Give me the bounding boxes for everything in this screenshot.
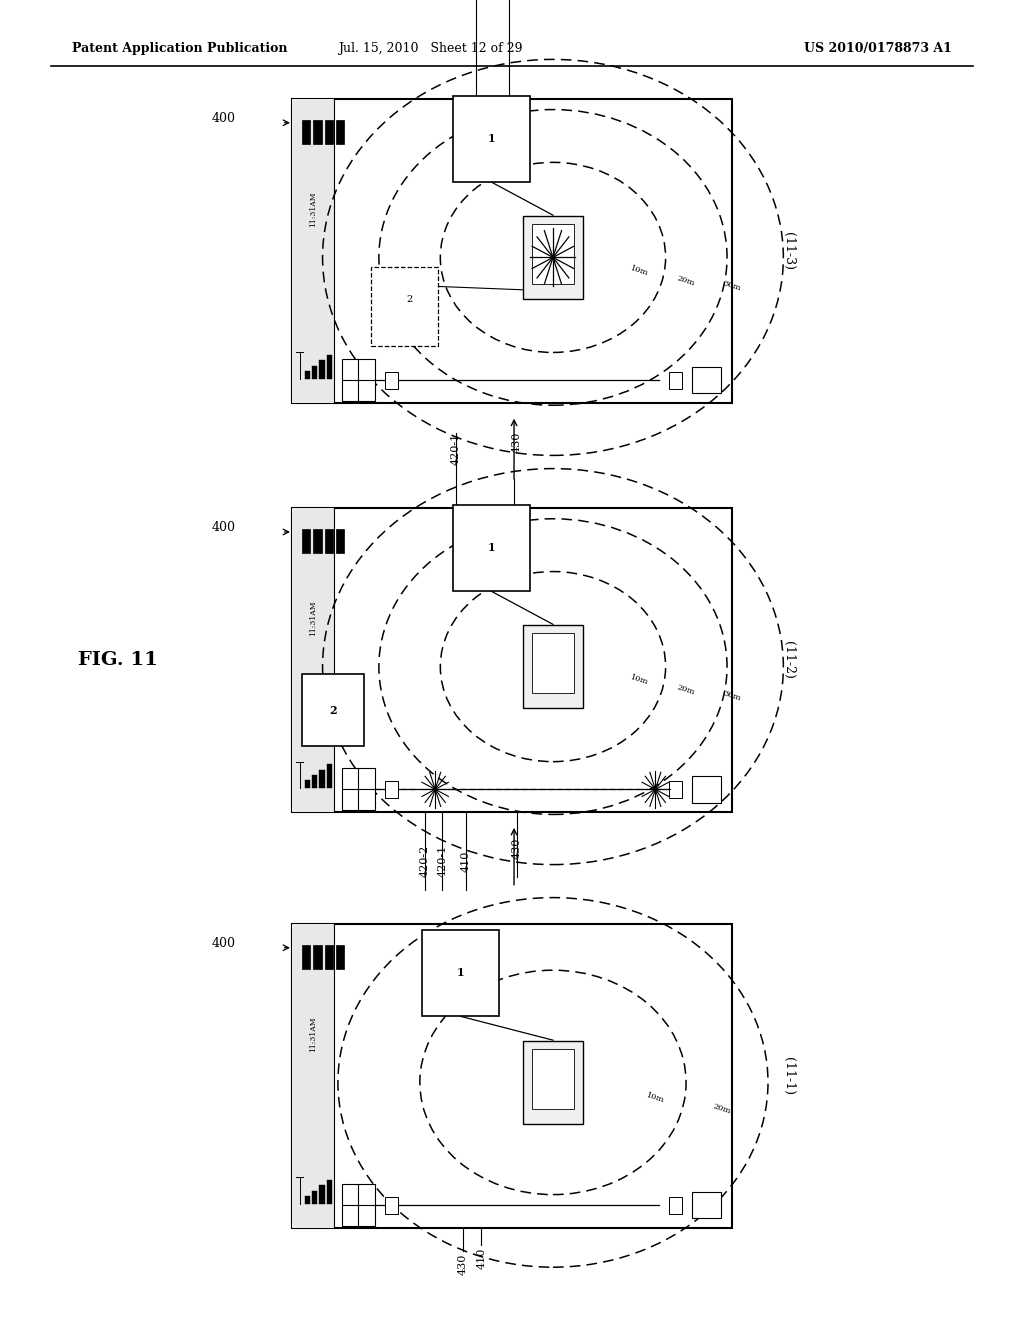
Bar [670,1196,682,1214]
Text: 10m: 10m [630,264,650,277]
Bar [372,267,438,346]
Text: 400: 400 [212,112,236,125]
Text: 10m: 10m [645,1092,666,1105]
Bar [292,99,334,403]
Text: Jul. 15, 2010   Sheet 12 of 29: Jul. 15, 2010 Sheet 12 of 29 [338,42,522,55]
Bar [319,770,325,788]
Text: 430: 430 [512,837,522,859]
Bar [692,776,721,803]
Bar [327,764,332,788]
Bar [327,355,332,379]
Text: 30m: 30m [722,689,742,702]
Bar [531,1049,574,1109]
Text: 430: 430 [458,1254,468,1275]
Text: 11:31AM: 11:31AM [309,1016,316,1052]
Bar [327,1180,332,1204]
Text: 2: 2 [407,296,413,304]
Bar [292,924,334,1228]
Bar [453,96,530,181]
Text: 20m: 20m [676,275,695,288]
Bar [336,945,344,969]
Text: 1: 1 [487,133,496,144]
Bar [423,929,500,1016]
Bar [342,359,375,401]
Text: (11-1): (11-1) [782,1057,795,1094]
Text: 30m: 30m [722,280,742,293]
Bar [325,120,333,144]
Bar [302,673,364,747]
Bar [692,367,721,393]
Bar [313,945,322,969]
Text: 400: 400 [212,521,236,535]
Bar [312,366,317,379]
Bar [302,120,310,144]
Text: 1: 1 [487,543,496,553]
Bar [319,1185,325,1204]
Bar [319,360,325,379]
Bar [312,1191,317,1204]
Bar [342,1184,375,1226]
Bar [302,945,310,969]
Bar [531,634,574,693]
Bar [292,508,732,812]
Bar [342,768,375,810]
Bar [292,508,334,812]
Bar [523,1040,583,1125]
Bar [313,529,322,553]
Bar [385,371,397,388]
Text: 11:31AM: 11:31AM [309,191,316,227]
Bar [385,1196,397,1214]
Bar [385,780,397,797]
Bar [523,626,583,708]
Text: 1: 1 [457,968,465,978]
Bar [305,780,310,788]
Text: 430: 430 [512,432,522,453]
Bar [523,215,583,298]
Text: 420-1: 420-1 [437,845,447,878]
Text: (11-2): (11-2) [782,642,795,678]
Text: 410: 410 [476,1247,486,1269]
Text: 10m: 10m [630,673,650,686]
Bar [692,1192,721,1218]
Bar [313,120,322,144]
Bar [302,529,310,553]
Text: 420-1: 420-1 [451,433,461,465]
Text: Patent Application Publication: Patent Application Publication [72,42,287,55]
Bar [305,371,310,379]
Text: FIG. 11: FIG. 11 [78,651,158,669]
Text: 410: 410 [461,850,471,873]
Text: 20m: 20m [712,1102,731,1115]
Bar [336,529,344,553]
Text: 11:31AM: 11:31AM [309,601,316,636]
Bar [305,1196,310,1204]
Bar [453,506,530,591]
Text: 420-2: 420-2 [420,845,430,878]
Text: 2: 2 [329,705,337,715]
Bar [292,924,732,1228]
Bar [325,945,333,969]
Text: 400: 400 [212,937,236,950]
Bar [325,529,333,553]
Text: US 2010/0178873 A1: US 2010/0178873 A1 [805,42,952,55]
Bar [670,780,682,797]
Bar [312,775,317,788]
Bar [336,120,344,144]
Bar [531,224,574,284]
Text: 20m: 20m [676,684,695,697]
Bar [670,371,682,388]
Bar [292,99,732,403]
Text: (11-3): (11-3) [782,232,795,269]
